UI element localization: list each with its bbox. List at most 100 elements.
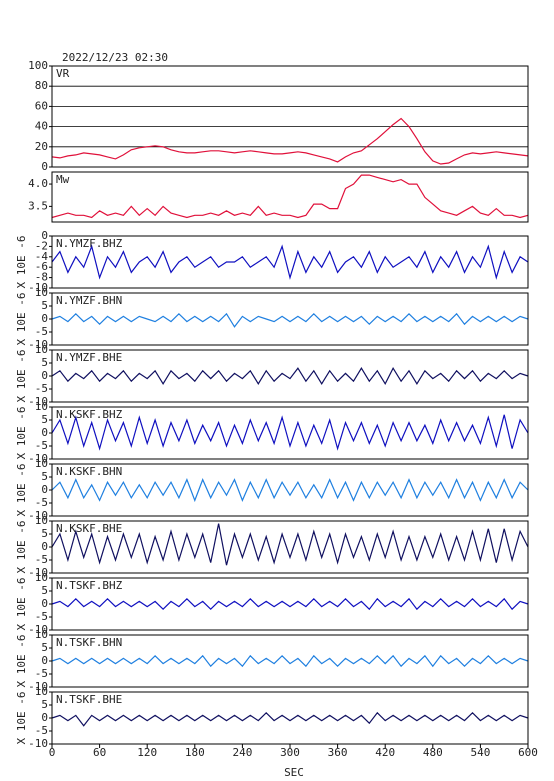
chart-title: 2022/12/23 02:30 bbox=[62, 51, 168, 64]
y-tick-label: 0 bbox=[41, 312, 48, 325]
y-tick-label: -5 bbox=[35, 610, 48, 623]
y-tick-label: 5 bbox=[41, 641, 48, 654]
panel-label: N.YMZF.BHZ bbox=[56, 237, 123, 250]
y-tick-label: 100 bbox=[28, 59, 48, 72]
y-tick-label: 0 bbox=[41, 426, 48, 439]
panel-frame bbox=[51, 691, 529, 745]
y-tick-label: -10 bbox=[28, 509, 48, 522]
y-tick-label: -10 bbox=[28, 623, 48, 636]
y-tick-label: 10 bbox=[35, 514, 48, 527]
panel-frame bbox=[51, 634, 529, 688]
y-tick-label: -10 bbox=[28, 395, 48, 408]
line-series bbox=[51, 414, 529, 451]
y-tick-label: -10 bbox=[28, 566, 48, 579]
y-axis-label: X 10E -6 bbox=[15, 578, 28, 631]
panel-label: Mw bbox=[56, 173, 70, 186]
y-tick-label: 5 bbox=[41, 527, 48, 540]
y-tick-label: 0 bbox=[41, 483, 48, 496]
x-tick-label: 120 bbox=[137, 746, 157, 759]
panel-label: N.YMZF.BHE bbox=[56, 351, 122, 364]
panel-label: N.TSKF.BHN bbox=[56, 636, 122, 649]
panel-label: N.YMZF.BHN bbox=[56, 294, 122, 307]
y-tick-label: -5 bbox=[35, 553, 48, 566]
y-tick-label: 10 bbox=[35, 685, 48, 698]
y-tick-label: 0 bbox=[41, 229, 48, 242]
x-axis-label: SEC bbox=[284, 766, 304, 779]
y-tick-label: -5 bbox=[35, 439, 48, 452]
panel-frame bbox=[51, 577, 529, 631]
y-tick-label: 0 bbox=[41, 597, 48, 610]
line-series bbox=[51, 654, 529, 668]
y-tick-label: -10 bbox=[28, 452, 48, 465]
x-tick-label: 0 bbox=[49, 746, 56, 759]
line-series bbox=[51, 244, 529, 280]
line-series bbox=[51, 174, 529, 219]
y-axis-label: X 10E -6 bbox=[15, 521, 28, 574]
y-tick-label: -10 bbox=[28, 737, 48, 750]
y-axis-label: X 10E -6 bbox=[15, 407, 28, 460]
y-tick-label: -4 bbox=[35, 250, 49, 263]
y-tick-label: -2 bbox=[35, 239, 48, 252]
panel-frame bbox=[51, 235, 529, 289]
y-tick-label: -10 bbox=[28, 680, 48, 693]
panel-label: VR bbox=[56, 67, 70, 80]
y-tick-label: 0 bbox=[41, 711, 48, 724]
x-tick-label: 180 bbox=[185, 746, 205, 759]
y-tick-label: 5 bbox=[41, 356, 48, 369]
panel-label: N.TSKF.BHZ bbox=[56, 579, 123, 592]
y-tick-label: -5 bbox=[35, 496, 48, 509]
x-tick-label: 240 bbox=[232, 746, 252, 759]
y-tick-label: -5 bbox=[35, 667, 48, 680]
line-series bbox=[51, 478, 529, 503]
y-tick-label: -5 bbox=[35, 724, 48, 737]
panel-frame bbox=[51, 349, 529, 403]
panel-label: N.TSKF.BHE bbox=[56, 693, 122, 706]
line-series bbox=[51, 117, 529, 165]
y-tick-label: -10 bbox=[28, 338, 48, 351]
line-series bbox=[51, 312, 529, 328]
y-tick-label: 0 bbox=[41, 369, 48, 382]
y-tick-label: 0 bbox=[41, 160, 48, 173]
y-tick-label: -10 bbox=[28, 281, 48, 294]
x-tick-label: 600 bbox=[518, 746, 538, 759]
panel-frame bbox=[51, 171, 529, 223]
panel-frame bbox=[51, 406, 529, 460]
x-tick-label: 300 bbox=[280, 746, 300, 759]
panel-label: N.KSKF.BHE bbox=[56, 522, 122, 535]
y-tick-label: 3.5 bbox=[28, 199, 48, 212]
y-axis-label: X 10E -6 bbox=[15, 236, 28, 289]
x-tick-label: 60 bbox=[93, 746, 106, 759]
y-tick-label: 20 bbox=[35, 140, 48, 153]
y-tick-label: 5 bbox=[41, 584, 48, 597]
y-tick-label: 5 bbox=[41, 413, 48, 426]
y-tick-label: 4.0 bbox=[28, 177, 48, 190]
y-tick-label: 5 bbox=[41, 698, 48, 711]
y-tick-label: 40 bbox=[35, 120, 48, 133]
y-tick-label: 5 bbox=[41, 299, 48, 312]
y-tick-label: 0 bbox=[41, 654, 48, 667]
y-tick-label: 60 bbox=[35, 99, 48, 112]
y-tick-label: 80 bbox=[35, 79, 48, 92]
panel-frame bbox=[51, 463, 529, 517]
panel-frame bbox=[51, 65, 529, 168]
y-tick-label: -5 bbox=[35, 325, 48, 338]
panel-frame bbox=[51, 520, 529, 574]
x-tick-label: 480 bbox=[423, 746, 443, 759]
y-tick-label: 10 bbox=[35, 571, 48, 584]
y-axis-label: X 10E -6 bbox=[15, 464, 28, 517]
y-tick-label: 10 bbox=[35, 286, 48, 299]
x-tick-label: 420 bbox=[375, 746, 395, 759]
y-tick-label: 5 bbox=[41, 470, 48, 483]
y-axis-label: X 10E -6 bbox=[15, 350, 28, 403]
line-series bbox=[51, 597, 529, 611]
y-tick-label: 0 bbox=[41, 540, 48, 553]
y-tick-label: -5 bbox=[35, 382, 48, 395]
y-tick-label: -8 bbox=[35, 271, 48, 284]
y-tick-label: 10 bbox=[35, 628, 48, 641]
y-tick-label: -6 bbox=[35, 260, 48, 273]
y-axis-label: X 10E -6 bbox=[15, 635, 28, 688]
line-series bbox=[51, 366, 529, 386]
panel-frame bbox=[51, 292, 529, 346]
y-tick-label: 10 bbox=[35, 457, 48, 470]
